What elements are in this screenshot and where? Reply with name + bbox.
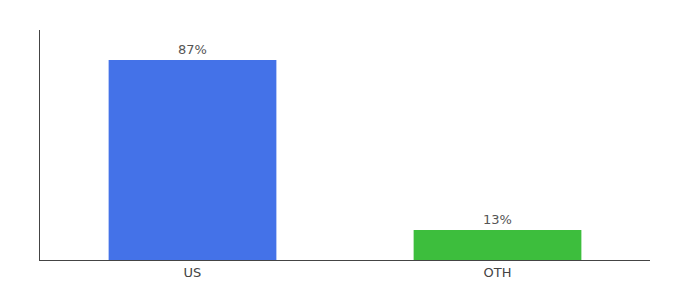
svg-text:US: US [184, 265, 202, 280]
svg-text:OTH: OTH [484, 265, 512, 280]
svg-text:87%: 87% [178, 42, 207, 57]
svg-text:13%: 13% [483, 212, 512, 227]
